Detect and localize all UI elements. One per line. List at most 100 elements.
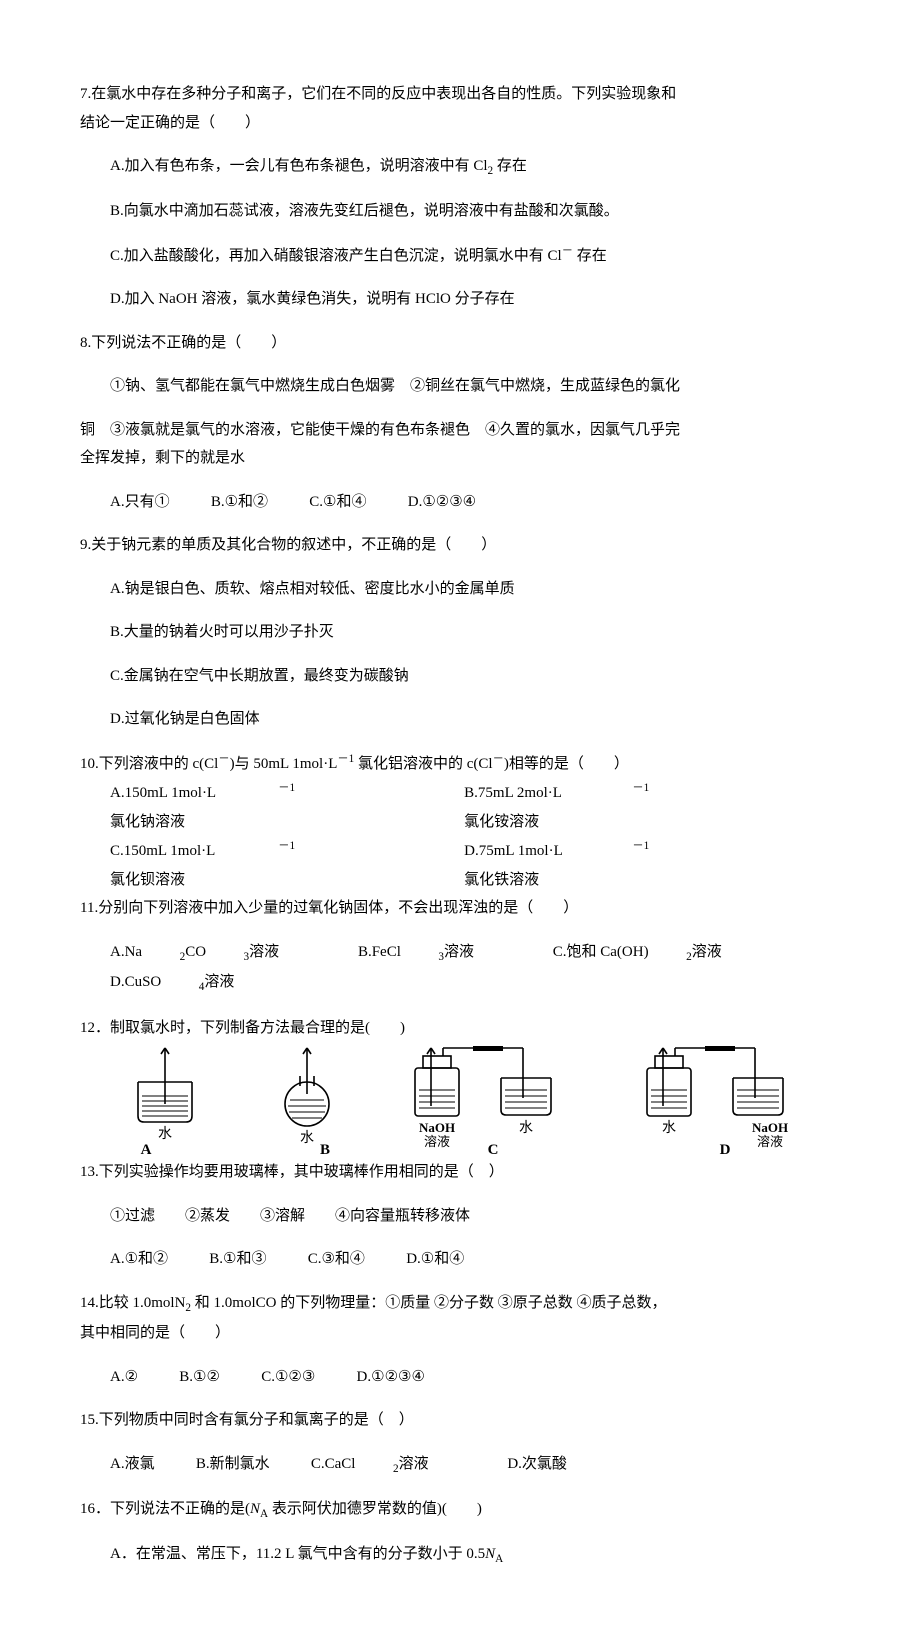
sup-minus1: －1: [337, 753, 354, 765]
q11-c-pre: C.饱和 Ca(OH): [553, 938, 649, 967]
q15-c-post: 溶液: [399, 1450, 429, 1479]
q13-option-c: C.③和④: [308, 1245, 365, 1274]
q7-stem-line1: 7.在氯水中存在多种分子和离子，它们在不同的反应中表现出各自的性质。下列实验现象…: [80, 80, 840, 109]
q11-option-c: C.饱和 Ca(OH)2 溶液: [553, 938, 759, 968]
sup-minus: －: [218, 753, 229, 765]
q12-diagrams: 水 A 水 B: [80, 1042, 840, 1158]
label-naoh: NaOH: [419, 1120, 455, 1135]
q10-option-c: C.150mL 1mol·L－1 氯化钡溶液: [110, 836, 460, 894]
q8-options: A.只有① B.①和② C.①和④ D.①②③④: [80, 488, 840, 517]
q7-option-b: B.向氯水中滴加石蕊试液，溶液先变红后褪色，说明溶液中有盐酸和次氯酸。: [80, 197, 840, 226]
sup-minus1: －1: [278, 782, 295, 794]
q14-stem2: 其中相同的是（ ）: [80, 1319, 840, 1348]
q14-stem: 14.比较 1.0molN2 和 1.0molCO 的下列物理量：①质量 ②分子…: [80, 1289, 840, 1319]
q7-option-c: C.加入盐酸酸化，再加入硝酸银溶液产生白色沉淀，说明氯水中有 Cl－ 存在: [80, 241, 840, 271]
q10-option-d: D.75mL 1mol·L－1 氯化铁溶液: [464, 836, 814, 894]
q10-options-row2: C.150mL 1mol·L－1 氯化钡溶液 D.75mL 1mol·L－1 氯…: [80, 836, 840, 894]
q7-c-post: 存在: [573, 248, 607, 264]
q10-d-post: 氯化铁溶液: [464, 866, 632, 895]
q7-option-d: D.加入 NaOH 溶液，氯水黄绿色消失，说明有 HClO 分子存在: [80, 285, 840, 314]
q10-option-b: B.75mL 2mol·L－1 氯化铵溶液: [464, 778, 814, 836]
q11-a-post: 溶液: [249, 938, 279, 967]
label-naoh-soln: 溶液: [424, 1134, 450, 1149]
sup-minus1: －1: [632, 840, 649, 852]
q13-option-b: B.①和③: [209, 1245, 266, 1274]
label-b: B: [320, 1142, 330, 1156]
q12-diagram-c: NaOH 溶液 水 C: [393, 1046, 593, 1156]
sup-minus1: －1: [278, 840, 295, 852]
q10-a-post: 氯化钠溶液: [110, 808, 278, 837]
q10-stem-pre: 10.下列溶液中的 c(Cl: [80, 756, 218, 772]
q8-option-c: C.①和④: [309, 488, 366, 517]
label-c: C: [488, 1142, 499, 1156]
q11-d-post: 溶液: [204, 968, 234, 997]
q11-option-a: A.Na2CO3 溶液: [110, 938, 317, 968]
q10-b-pre: B.75mL 2mol·L: [464, 779, 632, 808]
q11-stem: 11.分别向下列溶液中加入少量的过氧化钠固体，不会出现浑浊的是（ ）: [80, 894, 840, 923]
q11-b-post: 溶液: [444, 938, 474, 967]
q7-option-a: A.加入有色布条，一会儿有色布条褪色，说明溶液中有 Cl2 存在: [80, 152, 840, 182]
q9-option-c: C.金属钠在空气中长期放置，最终变为碳酸钠: [80, 662, 840, 691]
q10-c-pre: C.150mL 1mol·L: [110, 837, 278, 866]
q11-option-b: B.FeCl3 溶液: [358, 938, 512, 968]
label-a: A: [141, 1142, 152, 1156]
sup-minus: －: [562, 245, 573, 257]
q11-d-pre: D.CuSO: [110, 968, 161, 997]
label-water: 水: [158, 1126, 172, 1142]
q7-a-post: 存在: [493, 158, 527, 174]
q15-options: A.液氯 B.新制氯水 C.CaCl2 溶液 D.次氯酸: [80, 1450, 840, 1480]
q14-option-a: A.②: [110, 1363, 138, 1392]
label-d: D: [720, 1142, 731, 1156]
q16-stem: 16．下列说法不正确的是(NA 表示阿伏加德罗常数的值)( ): [80, 1495, 840, 1525]
q12-diagram-d: 水 NaOH 溶液 D: [625, 1046, 825, 1156]
q14-option-d: D.①②③④: [357, 1363, 425, 1392]
q11-c-post: 溶液: [692, 938, 722, 967]
q9-option-b: B.大量的钠着火时可以用沙子扑灭: [80, 618, 840, 647]
label-water: 水: [519, 1120, 533, 1136]
sub-a: A: [495, 1553, 503, 1565]
label-water: 水: [662, 1120, 676, 1136]
q9-stem: 9.关于钠元素的单质及其化合物的叙述中，不正确的是（ ）: [80, 531, 840, 560]
q12-stem: 12．制取氯水时，下列制备方法最合理的是( ): [80, 1014, 840, 1043]
q10-stem: 10.下列溶液中的 c(Cl－)与 50mL 1mol·L－1 氯化铝溶液中的 …: [80, 749, 840, 779]
q10-b-post: 氯化铵溶液: [464, 808, 632, 837]
q10-stem-mid2: 氯化铝溶液中的 c(Cl: [354, 756, 492, 772]
q13-option-d: D.①和④: [406, 1245, 464, 1274]
q13-options: A.①和② B.①和③ C.③和④ D.①和④: [80, 1245, 840, 1274]
q11-a-mid: CO: [185, 938, 206, 967]
q15-option-a: A.液氯: [110, 1450, 155, 1479]
q14-stem-mid: 和 1.0molCO 的下列物理量：①质量 ②分子数 ③原子总数 ④质子总数，: [191, 1295, 666, 1311]
q8-option-a: A.只有①: [110, 488, 170, 517]
q15-option-d: D.次氯酸: [507, 1450, 567, 1479]
label-naoh: NaOH: [752, 1120, 788, 1135]
q10-stem-post: )相等的是（ ）: [504, 756, 629, 772]
q13-option-a: A.①和②: [110, 1245, 168, 1274]
q14-option-b: B.①②: [179, 1363, 220, 1392]
q8-option-d: D.①②③④: [408, 488, 476, 517]
q10-options-row1: A.150mL 1mol·L －1氯化钠溶液 B.75mL 2mol·L－1 氯…: [80, 778, 840, 836]
q7-stem-line2: 结论一定正确的是（ ）: [80, 109, 840, 138]
q7-c-pre: C.加入盐酸酸化，再加入硝酸银溶液产生白色沉淀，说明氯水中有 Cl: [110, 248, 562, 264]
q10-c-post: 氯化钡溶液: [110, 866, 278, 895]
q13-stem: 13.下列实验操作均要用玻璃棒，其中玻璃棒作用相同的是（ ）: [80, 1158, 840, 1187]
q15-stem: 15.下列物质中同时含有氯分子和氯离子的是（ ）: [80, 1406, 840, 1435]
q11-b-pre: B.FeCl: [358, 938, 401, 967]
q8-para3: 全挥发掉，剩下的就是水: [80, 444, 840, 473]
q14-stem-pre: 14.比较 1.0molN: [80, 1295, 185, 1311]
label-naoh-soln: 溶液: [757, 1134, 783, 1149]
q8-stem: 8.下列说法不正确的是（ ）: [80, 329, 840, 358]
q8-option-b: B.①和②: [211, 488, 268, 517]
q15-option-c: C.CaCl2 溶液: [311, 1450, 466, 1480]
q16-option-a: A．在常温、常压下，11.2 L 氯气中含有的分子数小于 0.5NA: [80, 1540, 840, 1570]
label-water: 水: [300, 1130, 314, 1146]
q12-diagram-a: 水 A: [110, 1046, 220, 1156]
q15-option-b: B.新制氯水: [196, 1450, 270, 1479]
q14-option-c: C.①②③: [261, 1363, 315, 1392]
q12-diagram-b: 水 B: [252, 1046, 362, 1156]
q16-a-n: N: [485, 1546, 495, 1562]
q11-options: A.Na2CO3 溶液 B.FeCl3 溶液 C.饱和 Ca(OH)2 溶液 D…: [80, 938, 840, 999]
q9-option-a: A.钠是银白色、质软、熔点相对较低、密度比水小的金属单质: [80, 575, 840, 604]
sup-minus: －: [493, 753, 504, 765]
sub-a: A: [260, 1508, 268, 1520]
q16-stem-post: 表示阿伏加德罗常数的值)( ): [268, 1501, 482, 1517]
